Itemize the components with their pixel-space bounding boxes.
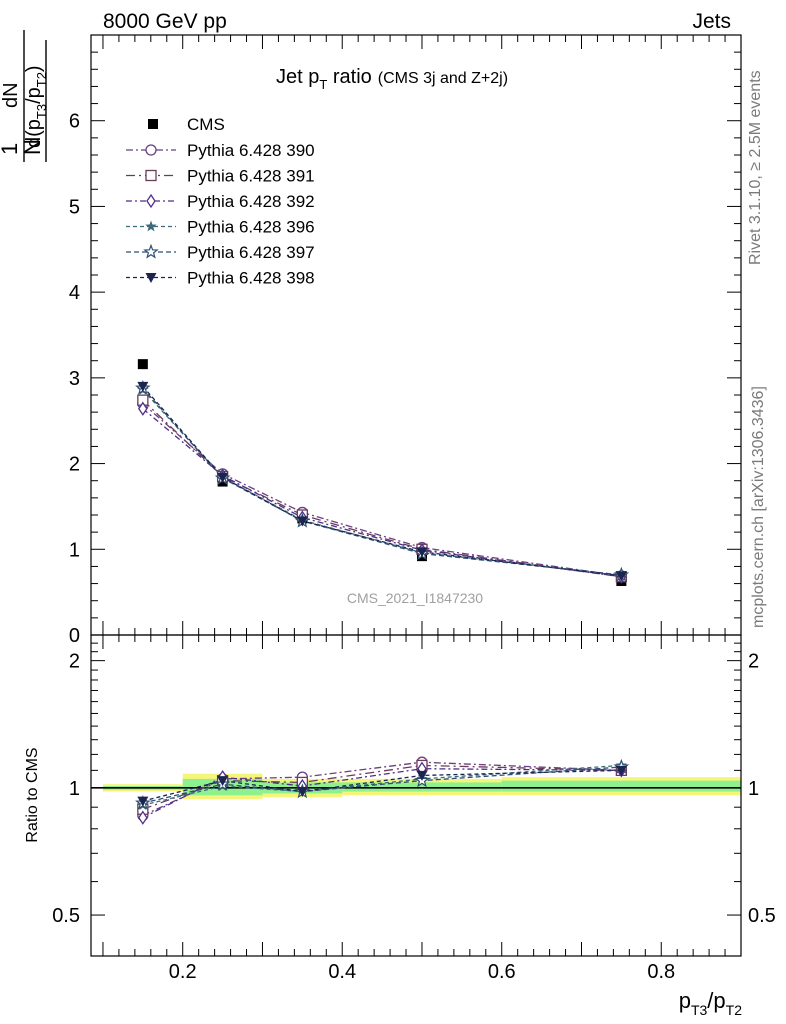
x-tick-labels: 0.2 0.4 0.6 0.8 bbox=[169, 961, 675, 983]
y-tick-label: 3 bbox=[69, 368, 80, 390]
ratio-y-tick-label-right: 0.5 bbox=[748, 905, 776, 927]
series-3-point bbox=[138, 401, 148, 416]
series-line-6 bbox=[142, 386, 622, 577]
ratio-plot-frame bbox=[90, 634, 742, 957]
ratio-series-6-point bbox=[416, 770, 428, 781]
main-series-markers bbox=[135, 359, 630, 586]
header-left-label: 8000 GeV pp bbox=[103, 10, 227, 33]
ratio-series-6-point bbox=[296, 787, 308, 798]
ratio-y-tick-label-left: 1 bbox=[69, 778, 80, 800]
ratio-band-green bbox=[501, 780, 741, 792]
y-label-numerator: dN bbox=[0, 82, 22, 108]
plot-title: Jet pT ratio (CMS 3j and Z+2j) bbox=[276, 66, 508, 92]
ratio-y-tick-label-left: 0.5 bbox=[52, 905, 80, 927]
y-label-denominator: d(pT3/pT2) bbox=[23, 65, 49, 148]
y-tick-label: 2 bbox=[69, 454, 80, 476]
legend-label-5: Pythia 6.428 397 bbox=[187, 243, 315, 262]
analysis-id-label: CMS_2021_I1847230 bbox=[347, 590, 483, 606]
y-label-one: 1 bbox=[0, 143, 22, 155]
ratio-series-3-point bbox=[138, 810, 148, 825]
series-line-3 bbox=[142, 408, 622, 578]
series-6-point bbox=[137, 381, 149, 392]
ratio-axis-ticks bbox=[91, 635, 742, 957]
series-line-2 bbox=[142, 399, 622, 578]
legend-label-6: Pythia 6.428 398 bbox=[187, 269, 315, 288]
legend-label-4: Pythia 6.428 396 bbox=[187, 218, 315, 237]
y-label-n: N bbox=[20, 139, 45, 155]
series-line-4 bbox=[142, 389, 622, 576]
series-6-point bbox=[615, 571, 627, 582]
main-axis-ticks bbox=[91, 35, 742, 636]
series-line-5 bbox=[142, 387, 622, 576]
series-6-point bbox=[416, 547, 428, 558]
series-6-point bbox=[217, 472, 229, 483]
legend-cms-marker bbox=[148, 119, 158, 129]
main-panel: 0 1 2 3 4 5 6 Jet pT ratio (CMS 3j and Z+2j) CM… bbox=[69, 34, 742, 647]
y-tick-label: 5 bbox=[69, 196, 80, 218]
y-tick-label: 0 bbox=[69, 625, 80, 647]
legend-label-2: Pythia 6.428 391 bbox=[187, 167, 315, 186]
x-tick-label: 0.8 bbox=[647, 961, 675, 983]
y-tick-label: 6 bbox=[69, 111, 80, 133]
x-tick-label: 0.6 bbox=[488, 961, 516, 983]
cms-data-point bbox=[137, 359, 148, 370]
legend-marker-3 bbox=[146, 193, 156, 209]
mcplots-label: mcplots.cern.ch [arXiv:1306.3436] bbox=[750, 386, 767, 628]
legend: CMS Pythia 6.428 390 Pythia 6.428 391 Pythi… bbox=[126, 115, 315, 288]
ratio-y-tick-label-right: 1 bbox=[748, 778, 759, 800]
x-tick-label: 0.4 bbox=[328, 961, 356, 983]
ratio-band-green bbox=[342, 782, 502, 792]
ratio-panel: 0.5 0.5 1 1 2 2 0.2 0.4 0.6 0.8 Ratio to CMS pT3… bbox=[24, 634, 776, 1018]
y-tick-label: 1 bbox=[69, 539, 80, 561]
legend-marker-1 bbox=[145, 144, 157, 156]
main-y-axis-label: 1 N dN d(pT3/pT2) bbox=[0, 30, 49, 162]
legend-marker-4 bbox=[145, 220, 157, 232]
ratio-y-tick-label-left: 2 bbox=[69, 651, 80, 673]
legend-label-3: Pythia 6.428 392 bbox=[187, 192, 315, 211]
legend-marker-2 bbox=[145, 169, 157, 182]
ratio-uncertainty-bands bbox=[91, 773, 741, 800]
legend-cms-label: CMS bbox=[187, 115, 225, 134]
legend-marker-6 bbox=[145, 273, 157, 283]
ratio-series-6-point bbox=[615, 765, 627, 776]
x-tick-label: 0.2 bbox=[169, 961, 197, 983]
rivet-version-label: Rivet 3.1.10, ≥ 2.5M events bbox=[747, 70, 764, 265]
ratio-series-markers bbox=[135, 756, 630, 825]
y-tick-label: 4 bbox=[69, 282, 80, 304]
ratio-series-6-point bbox=[137, 796, 149, 807]
main-y-tick-labels: 0 1 2 3 4 5 6 bbox=[69, 111, 80, 647]
x-axis-label: pT3/pT2 bbox=[679, 988, 743, 1018]
legend-label-1: Pythia 6.428 390 bbox=[187, 141, 315, 160]
series-6-point bbox=[296, 516, 308, 527]
ratio-series-6-point bbox=[217, 776, 229, 787]
ratio-y-tick-labels: 0.5 0.5 1 1 2 2 bbox=[52, 651, 776, 927]
ratio-y-tick-label-right: 2 bbox=[748, 651, 759, 673]
header-right-label: Jets bbox=[692, 10, 731, 33]
main-series-lines bbox=[142, 386, 622, 578]
series-line-1 bbox=[142, 403, 622, 577]
ratio-y-axis-label: Ratio to CMS bbox=[24, 747, 41, 842]
legend-marker-5 bbox=[143, 243, 159, 259]
